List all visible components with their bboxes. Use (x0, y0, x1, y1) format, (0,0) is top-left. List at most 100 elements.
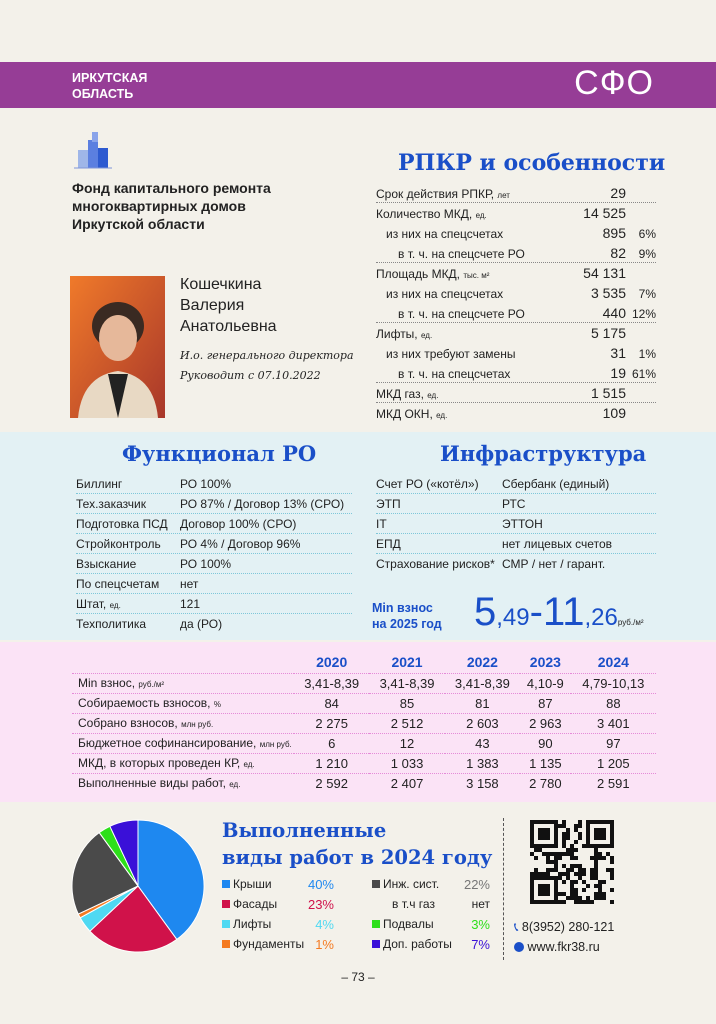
person-name: Кошечкина Валерия Анатольевна (180, 276, 277, 335)
legend-item: Инж. сист. 22% (372, 874, 490, 894)
year-header: 2024 (570, 651, 656, 674)
row-value: 440 (602, 305, 626, 321)
row-label: Лифты, ед. (376, 327, 433, 341)
cell-value: 84 (294, 693, 370, 714)
row-label: Взыскание (76, 557, 137, 571)
phone-number[interactable]: 8(3952) 280-121 (521, 920, 615, 934)
row-value: СМР / нет / гарант. (502, 557, 606, 571)
row-label: из них на спецсчетах (386, 287, 504, 301)
legend-value: 4% (315, 916, 334, 932)
cell-value: 1 210 (294, 753, 370, 774)
legend-label: Инж. сист. (383, 877, 440, 891)
legend-swatch (372, 920, 380, 928)
legend-item: Фундаменты 1% (222, 934, 334, 954)
pie-slice-Инж. сист. (71, 831, 139, 915)
functional-row: Подготовка ПСД Договор 100% (СРО) (76, 514, 352, 534)
legend-swatch (372, 940, 380, 948)
row-label: в т. ч. на спецсчетах (398, 367, 511, 381)
row-value: 895 (602, 225, 626, 241)
row-value: нет лицевых счетов (502, 537, 612, 551)
row-value: ЭТТОН (502, 517, 543, 531)
header-band (0, 62, 716, 108)
functional-row: Стройконтроль РО 4% / Договор 96% (76, 534, 352, 554)
pie-slice-Доп. работы (109, 819, 139, 887)
functional-row: Взыскание РО 100% (76, 554, 352, 574)
cell-value: 2 592 (315, 775, 348, 791)
cell-value: 6 (294, 733, 370, 754)
cell-value: 2 963 (520, 713, 571, 734)
cell-value: 4,10-9 (520, 673, 571, 694)
pie-legend: Крыши 40% Фасады 23% Лифты 4% Фундаменты 1% Инж.… (222, 874, 492, 956)
row-value: 31 (610, 345, 626, 361)
legend-value: 23% (307, 896, 334, 912)
cell-value: 12 (369, 733, 445, 754)
row-label: ЕПД (376, 537, 401, 551)
row-label: Техполитика (76, 617, 147, 631)
page-number: – 73 – (341, 970, 375, 984)
org-name: Фонд капитального ремонта многоквартирных… (72, 180, 271, 232)
website-link[interactable]: www.fkr38.ru (527, 940, 600, 954)
rpkr-row: из них на спецсчетах 3 535 7% (376, 283, 656, 303)
row-value: Договор 100% (СРО) (180, 517, 297, 531)
row-label: Площадь МКД, тыс. м² (376, 267, 490, 281)
region-name: ИРКУТСКАЯ ОБЛАСТЬ (72, 71, 148, 101)
legend-label: Лифты (233, 917, 272, 931)
table-row: Бюджетное софинансирование, млн руб. 6 12 4… (72, 733, 656, 754)
row-label: МКД, в которых проведен КР, ед. (72, 753, 294, 774)
row-percent: 7% (638, 287, 656, 301)
infra-row: ЕПД нет лицевых счетов (376, 534, 656, 554)
functional-row: Тех.заказчик РО 87% / Договор 13% (СРО) (76, 494, 352, 514)
row-value: 5 175 (590, 325, 626, 341)
table-row: Собрано взносов, млн руб. 2 275 2 512 2 603… (72, 713, 656, 734)
rpkr-row: Лифты, ед. 5 175 (376, 323, 656, 343)
row-label: Штат, ед. (76, 597, 121, 611)
legend-swatch (222, 900, 230, 908)
globe-icon (514, 942, 524, 952)
legend-label: Крыши (233, 877, 272, 891)
rpkr-row: из них на спецсчетах 895 6% (376, 223, 656, 243)
rpkr-row: МКД газ, ед. 1 515 (376, 383, 656, 403)
legend-value: 40% (307, 876, 334, 892)
row-label: Страхование рисков* (376, 557, 495, 571)
legend-value: 7% (471, 936, 490, 952)
row-value: 54 131 (583, 265, 626, 281)
rpkr-row: в т. ч. на спецсчетах 19 61% (376, 363, 656, 383)
row-label: Срок действия РПКР, лет (376, 187, 510, 201)
row-value: 29 (610, 185, 626, 201)
functional-row: По спецсчетам нет (76, 574, 352, 594)
legend-label: Доп. работы (383, 937, 452, 951)
row-value: 19 (610, 365, 626, 381)
row-label: Тех.заказчик (76, 497, 146, 511)
legend-item: Подвалы 3% (372, 914, 490, 934)
row-value: 1 515 (590, 385, 626, 401)
person-photo (70, 276, 165, 418)
building-logo-icon (74, 132, 112, 169)
year-header: 2023 (520, 651, 571, 674)
cell-value: 1 033 (369, 753, 445, 774)
rpkr-row: из них требуют замены 31 1% (376, 343, 656, 363)
cell-value: 2 275 (294, 713, 370, 734)
qr-code-icon[interactable] (530, 820, 614, 904)
infra-title: Инфраструктура (440, 441, 647, 466)
row-label: в т. ч. на спецсчете РО (398, 247, 525, 261)
cell-value: 3 158 (466, 775, 499, 791)
district-label: СФО (574, 64, 654, 102)
legend-item: Лифты 4% (222, 914, 334, 934)
row-label: Выполненные виды работ, ед. (78, 776, 241, 791)
row-label: Min взнос, руб./м² (72, 673, 294, 694)
cell-value: 2 603 (444, 713, 521, 734)
row-label: Счет РО («котёл») (376, 477, 479, 491)
functional-table: Биллинг РО 100% Тех.заказчик РО 87% / Дог… (76, 474, 352, 634)
row-percent: 12% (631, 307, 656, 321)
cell-value: 1 135 (520, 753, 571, 774)
legend-swatch (222, 880, 230, 888)
row-label: Биллинг (76, 477, 123, 491)
row-label: ЭТП (376, 497, 401, 511)
row-label: из них требуют замены (386, 347, 516, 361)
row-label: МКД ОКН, ед. (376, 407, 448, 421)
row-value: 14 525 (583, 205, 626, 221)
row-label: в т. ч. на спецсчете РО (398, 307, 525, 321)
contacts: 📞︎ 8(3952) 280-121 www.fkr38.ru (514, 917, 614, 957)
legend-swatch (222, 920, 230, 928)
rpkr-row: Площадь МКД, тыс. м² 54 131 (376, 263, 656, 283)
